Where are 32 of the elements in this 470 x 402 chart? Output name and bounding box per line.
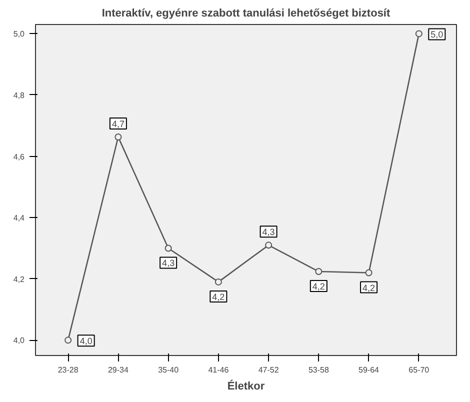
x-tick-label: 35-40 [158, 366, 180, 374]
y-tick-label: 4,6 [13, 152, 26, 162]
data-label: 4,2 [312, 282, 325, 292]
point [415, 30, 422, 38]
data-label: 5,0 [430, 30, 444, 40]
point [315, 268, 322, 276]
data-label: 4,2 [212, 292, 225, 302]
x-tick-label: 47-52 [258, 366, 280, 374]
y-tick-label: 4,0 [13, 336, 26, 346]
y-tick-label: 4,2 [13, 274, 26, 284]
data-label: 4,3 [162, 258, 175, 268]
point [114, 133, 122, 140]
data-label: 4,7 [112, 118, 124, 129]
x-tick-label: 23-28 [58, 366, 79, 374]
y-tick-label: 5,0 [13, 30, 26, 39]
data-label: 4,0 [80, 336, 92, 346]
x-tick-label: 53-58 [308, 366, 330, 374]
x-tick-label: 29-34 [108, 366, 129, 374]
point [265, 242, 272, 249]
point [164, 244, 172, 252]
y-tick-label: 4,4 [13, 214, 26, 223]
x-axis-title: Életkor [227, 380, 266, 392]
data-label: 4,2 [362, 282, 376, 293]
point [64, 336, 72, 344]
point [214, 278, 222, 286]
x-tick-label: 59-64 [358, 366, 380, 374]
data-label: 4,3 [262, 227, 275, 238]
x-tick-label: 41-46 [208, 366, 230, 374]
x-tick-label: 65-70 [408, 366, 430, 374]
point [365, 269, 372, 276]
chart-title: Interaktív, egyénre szabott tanulási lehetőséget biztosít [102, 8, 390, 20]
y-tick-label: 4,8 [13, 90, 26, 100]
